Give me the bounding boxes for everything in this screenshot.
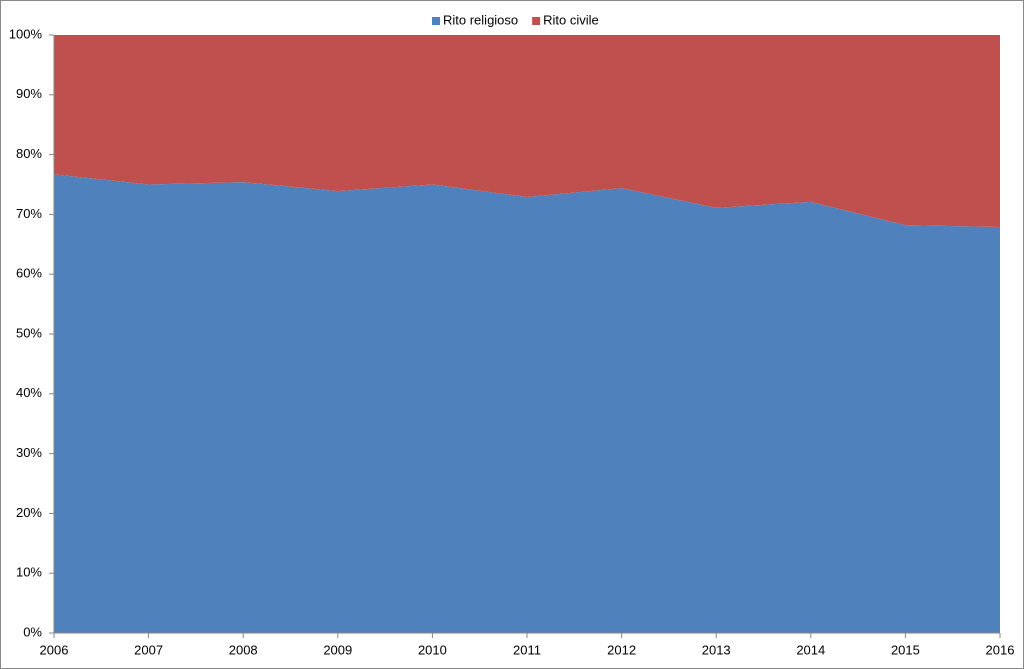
y-tick-label: 10% [16,565,42,580]
area [54,174,1000,634]
area [54,35,1000,227]
x-tick-label: 2012 [607,642,636,657]
x-tick-label: 2008 [229,642,258,657]
x-tick-label: 2007 [134,642,163,657]
x-tick-label: 2010 [418,642,447,657]
x-tick-label: 2016 [986,642,1015,657]
legend-swatch [432,17,440,25]
y-tick-label: 90% [16,86,42,101]
y-tick-label: 30% [16,445,42,460]
legend-label: Rito religioso [443,12,518,27]
x-tick-label: 2009 [323,642,352,657]
y-tick-label: 0% [23,624,42,639]
y-tick-label: 80% [16,146,42,161]
y-tick-label: 20% [16,505,42,520]
y-tick-label: 70% [16,206,42,221]
x-tick-label: 2011 [513,642,541,657]
y-tick-label: 40% [16,385,42,400]
y-tick-label: 50% [16,325,42,340]
x-tick-label: 2014 [796,642,825,657]
x-tick-label: 2013 [702,642,731,657]
x-tick-label: 2006 [40,642,69,657]
x-tick-label: 2015 [891,642,920,657]
y-tick-label: 100% [9,26,43,41]
y-tick-label: 60% [16,266,42,281]
legend-swatch [532,17,541,25]
legend-label: Rito civile [543,12,599,27]
